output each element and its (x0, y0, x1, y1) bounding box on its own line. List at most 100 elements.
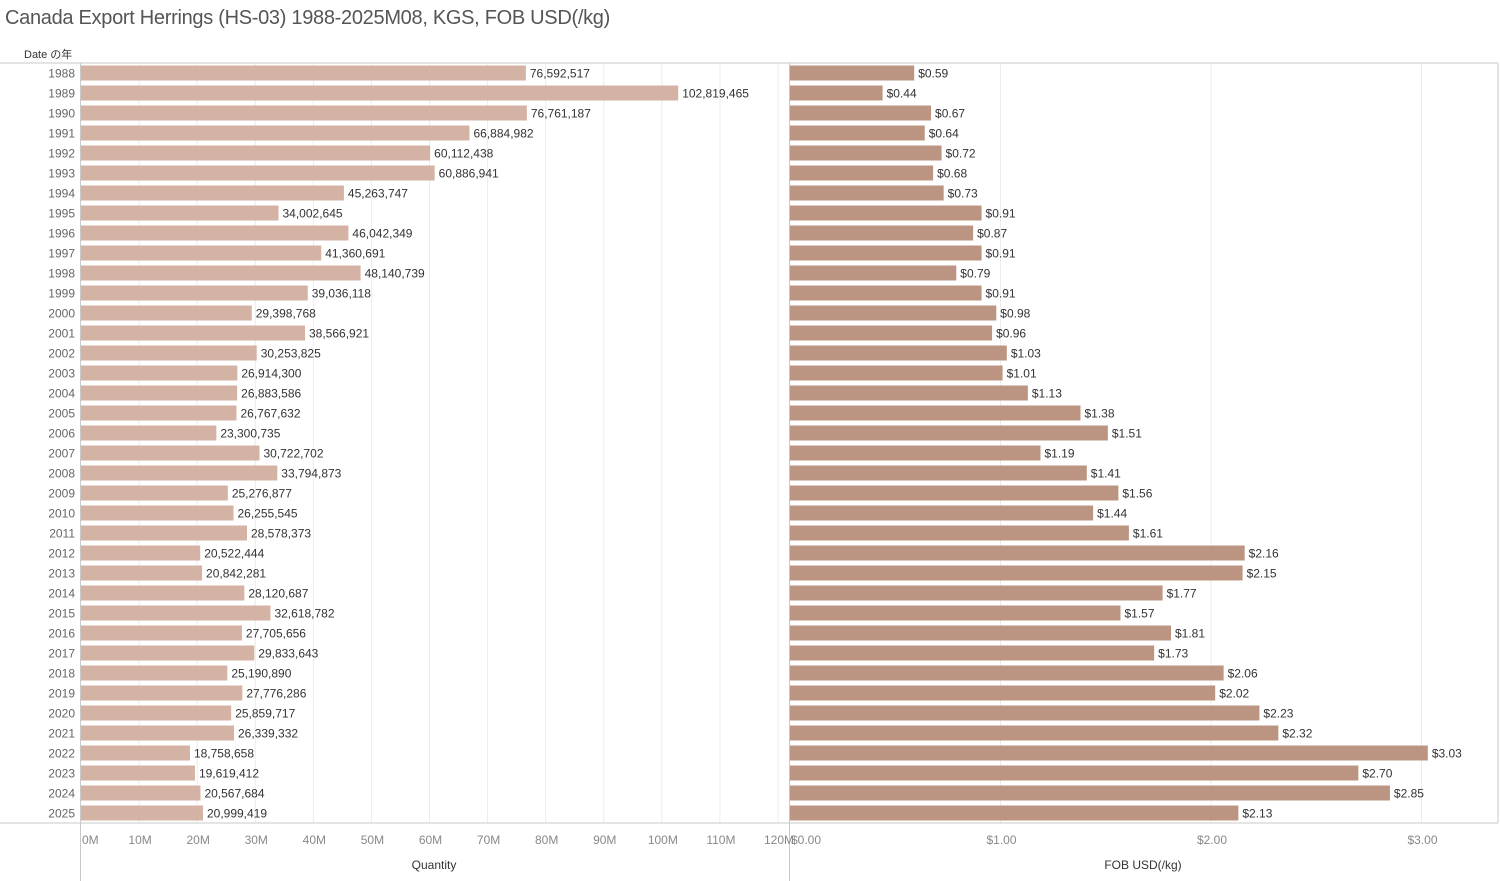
bar-fob-2012 (790, 545, 1245, 561)
data-label: $0.91 (986, 207, 1016, 221)
data-label: $1.51 (1112, 427, 1142, 441)
bar-quantity-1995 (81, 205, 279, 221)
year-label: 2019 (48, 687, 75, 701)
data-label: 23,300,735 (220, 427, 280, 441)
bar-quantity-1991 (81, 125, 470, 141)
year-label: 2025 (48, 807, 75, 821)
data-label: 20,522,444 (204, 547, 264, 561)
data-label: $1.56 (1122, 487, 1152, 501)
bars (81, 65, 1428, 821)
x-tick-label: $2.00 (1197, 833, 1227, 847)
year-label: 2009 (48, 487, 75, 501)
year-labels: 1988 1989 1990 1991 1992 1993 1994 1995 1996 1997… (48, 67, 75, 821)
data-label: $1.61 (1133, 527, 1163, 541)
x-tick-label: 110M (706, 833, 735, 847)
bar-fob-2017 (790, 645, 1155, 661)
bar-quantity-2003 (81, 365, 238, 381)
bar-quantity-2013 (81, 565, 203, 581)
bar-fob-2006 (790, 425, 1108, 441)
data-label: 28,120,687 (248, 587, 308, 601)
x-tick-label: 10M (128, 833, 151, 847)
year-label: 2024 (48, 787, 75, 801)
year-label: 1989 (48, 87, 75, 101)
x-tick-label: 120M (764, 833, 794, 847)
x-tick-label: $3.00 (1407, 833, 1437, 847)
year-label: 1995 (48, 207, 75, 221)
bar-fob-2020 (790, 705, 1260, 721)
bar-fob-2023 (790, 765, 1359, 781)
data-label: 30,722,702 (263, 447, 323, 461)
year-label: 2017 (48, 647, 75, 661)
bar-quantity-2011 (81, 525, 247, 541)
data-label: $2.06 (1228, 667, 1258, 681)
data-label: 20,999,419 (207, 807, 267, 821)
data-label: 32,618,782 (274, 607, 334, 621)
year-label: 2006 (48, 427, 75, 441)
bar-quantity-2016 (81, 625, 242, 641)
bar-quantity-2010 (81, 505, 234, 521)
year-label: 2020 (48, 707, 75, 721)
data-label: 39,036,118 (312, 287, 371, 301)
x-tick-label: 100M (648, 833, 678, 847)
bar-fob-1993 (790, 165, 934, 181)
data-label: $2.23 (1263, 707, 1293, 721)
bar-fob-2013 (790, 565, 1243, 581)
bar-fob-2025 (790, 805, 1239, 821)
data-label: 28,578,373 (251, 527, 311, 541)
year-label: 1998 (48, 267, 75, 281)
bar-quantity-2022 (81, 745, 190, 761)
year-label: 2008 (48, 467, 75, 481)
data-label: $0.73 (948, 187, 978, 201)
bar-fob-2009 (790, 485, 1119, 501)
year-label: 1988 (48, 67, 75, 81)
bar-quantity-2020 (81, 705, 232, 721)
data-label: $0.68 (937, 167, 967, 181)
bar-fob-2018 (790, 665, 1224, 681)
year-label: 2016 (48, 627, 75, 641)
bar-fob-2019 (790, 685, 1216, 701)
x-axis-title-quantity: Quantity (412, 858, 457, 872)
data-label: 29,398,768 (256, 307, 316, 321)
data-label: 20,842,281 (206, 567, 266, 581)
year-label: 2013 (48, 567, 75, 581)
bar-fob-2005 (790, 405, 1081, 421)
data-label: $2.85 (1394, 787, 1424, 801)
data-label: 25,276,877 (232, 487, 292, 501)
data-label: 27,776,286 (246, 687, 306, 701)
year-label: 2005 (48, 407, 75, 421)
x-tick-label: 0M (82, 833, 99, 847)
year-label: 2000 (48, 307, 75, 321)
year-label: 2003 (48, 367, 75, 381)
year-label: 2001 (48, 327, 75, 341)
data-label: $2.16 (1249, 547, 1279, 561)
bar-fob-2021 (790, 725, 1279, 741)
data-label: 76,761,187 (531, 107, 591, 121)
data-label: $0.67 (935, 107, 965, 121)
year-label: 2014 (48, 587, 75, 601)
bar-quantity-1996 (81, 225, 349, 241)
data-label: 76,592,517 (530, 67, 590, 81)
bar-fob-2015 (790, 605, 1121, 621)
data-label: $1.01 (1007, 367, 1037, 381)
data-label: $0.44 (887, 87, 917, 101)
bar-quantity-2004 (81, 385, 238, 401)
data-label: 45,263,747 (348, 187, 408, 201)
year-label: 1997 (48, 247, 75, 261)
bar-quantity-1990 (81, 105, 527, 121)
bar-quantity-2008 (81, 465, 278, 481)
bar-quantity-2005 (81, 405, 237, 421)
data-label: 19,619,412 (199, 767, 259, 781)
year-label: 1996 (48, 227, 75, 241)
bar-fob-1996 (790, 225, 974, 241)
year-label: 1990 (48, 107, 75, 121)
bar-quantity-2009 (81, 485, 228, 501)
axis-ticks: 0M 10M 20M 30M 40M 50M 60M 70M 80M 90M 100M 110M 120… (82, 833, 1438, 847)
data-label: 18,758,658 (194, 747, 254, 761)
data-label: $0.72 (946, 147, 976, 161)
bar-quantity-2001 (81, 325, 306, 341)
bar-quantity-2025 (81, 805, 203, 821)
bar-fob-2014 (790, 585, 1163, 601)
data-label: 46,042,349 (352, 227, 412, 241)
bar-quantity-1992 (81, 145, 431, 161)
data-label: $1.44 (1097, 507, 1127, 521)
